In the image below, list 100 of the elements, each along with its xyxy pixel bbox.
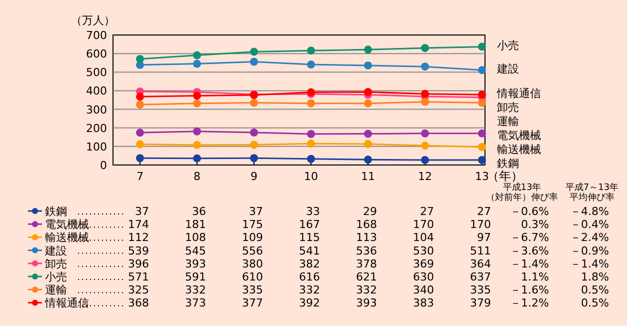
x-tick-label: 13 [475,170,489,183]
data-label: 393 [185,257,206,270]
data-label: 29 [363,205,377,218]
point [193,154,201,162]
data-label: 392 [299,296,320,310]
point [250,58,258,66]
x-tick-label: 9 [250,170,258,183]
data-label: 545 [185,244,206,258]
legend-label: 小売 [45,270,67,284]
data-label: 33 [306,205,320,218]
legend-label: 建設 [44,244,67,258]
data-label: 396 [128,257,149,270]
text: 運輸 [497,115,519,128]
point [250,48,258,56]
point [478,66,486,74]
point [250,154,258,162]
point [136,154,144,162]
data-label: 630 [413,270,434,284]
data-label: 335 [242,284,263,297]
text: －1.2% [510,296,549,310]
legend-label: 電気機械 [45,218,89,232]
point [364,99,372,108]
text: 平成13年（対前年）伸び率 [486,182,558,203]
data-label: 571 [128,270,149,284]
data-label: 373 [185,296,206,310]
data-label: 340 [413,284,434,297]
data-label: 97 [477,231,491,244]
point [193,92,201,100]
point [307,154,315,163]
point [307,140,315,148]
legend-label: 輸送機械 [45,231,89,244]
data-label: 181 [185,218,206,232]
point [136,128,144,137]
data-label: 536 [356,244,377,258]
text: －4.8% [570,205,609,218]
point [250,140,258,149]
data-label: 167 [299,218,320,232]
point [307,60,315,69]
x-tick-label: 8 [194,170,200,183]
data-label: 379 [470,296,491,310]
point [478,90,486,99]
point [478,129,486,138]
text: －1.4% [570,257,609,270]
point [136,100,144,109]
text: 平成7～13年平均伸び率 [565,182,619,203]
data-label: 380 [242,257,263,270]
point [421,90,429,98]
point [136,92,144,101]
point [250,128,258,136]
data-label: 37 [249,205,263,218]
y-tick-label: 100 [86,140,107,154]
data-label: 637 [470,270,491,284]
text: 情報通信 [497,87,541,100]
legend-label: 情報通信 [44,296,89,310]
point [364,88,372,96]
text: 建設 [497,62,519,76]
point [364,130,372,138]
point [478,156,486,164]
data-label: 539 [128,244,149,258]
data-label: 335 [470,284,491,297]
y-tick-label: 300 [86,103,107,116]
point [421,129,429,138]
point [307,46,315,55]
text: 1.8% [581,270,609,284]
point [364,46,372,54]
point [421,98,429,106]
point [478,42,486,51]
y-tick-label: 600 [86,48,107,61]
y-tick-label: 700 [86,29,107,42]
text: －0.6% [510,205,549,218]
point [136,140,144,148]
point [364,156,372,164]
data-label: 332 [185,284,206,297]
data-label: 27 [477,205,491,218]
data-label: 556 [242,244,263,258]
point [421,156,429,164]
data-label: 36 [192,205,206,218]
data-label: 170 [413,218,434,232]
text: －3.6% [510,244,549,258]
data-label: 27 [420,205,434,218]
point [421,62,429,71]
text: －1.6% [510,284,549,297]
data-label: 378 [356,257,377,270]
data-label: 511 [470,244,491,258]
text: 小売 [497,39,519,52]
data-label: 332 [299,284,320,297]
point [193,140,201,149]
data-label: 168 [356,218,377,232]
legend-label: 卸売 [45,257,67,270]
point [307,99,315,108]
text: －2.4% [570,231,609,244]
data-label: 112 [128,231,149,244]
text: 1.1% [521,270,549,284]
text: －6.7% [510,231,549,244]
data-label: 170 [470,218,491,232]
data-label: 108 [185,231,206,244]
legend-label: 運輸 [45,284,67,297]
data-label: 174 [128,218,149,232]
point [364,140,372,148]
text: 鉄鋼 [497,157,519,170]
